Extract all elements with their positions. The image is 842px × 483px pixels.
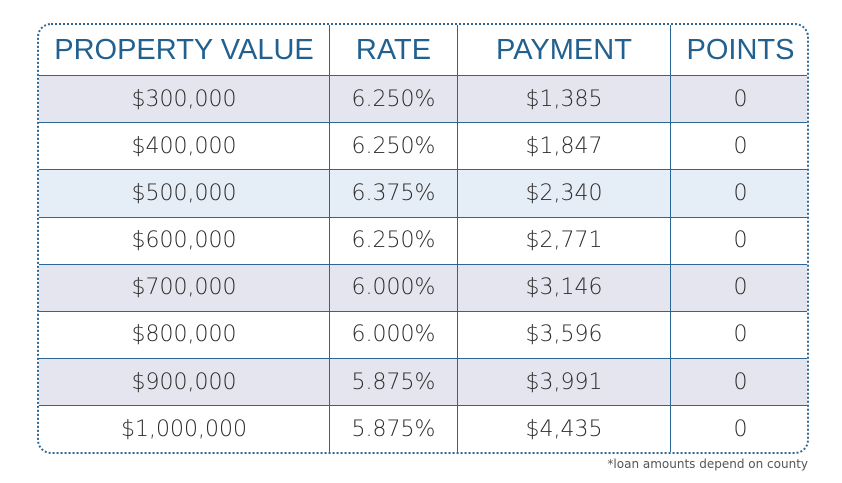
table-cell: $2,771 [457,216,671,265]
table-frame: PROPERTY VALUE RATE PAYMENT POINTS $300,000… [37,23,809,454]
table-cell: 6.375% [329,169,458,218]
table-cell: $700,000 [39,263,330,312]
table-cell: 0 [670,310,807,360]
table-cell: 6.000% [329,263,458,312]
table-cell: $300,000 [39,74,330,124]
table-row: $600,000 6.250% $2,771 0 [39,216,807,265]
table-cell: $2,340 [457,169,671,218]
table-row: $900,000 5.875% $3,991 0 [39,358,807,407]
header-row: PROPERTY VALUE RATE PAYMENT POINTS [39,25,807,76]
table-cell: 0 [670,216,807,265]
table-cell: $4,435 [457,405,671,452]
table-cell: $3,146 [457,263,671,312]
table-cell: $900,000 [39,358,330,407]
column-header: RATE [329,25,458,76]
table-cell: 0 [670,169,807,218]
table-cell: 0 [670,263,807,312]
table-cell: $800,000 [39,310,330,360]
table-row: $300,000 6.250% $1,385 0 [39,74,807,124]
rate-table: PROPERTY VALUE RATE PAYMENT POINTS $300,000… [39,25,807,452]
table-cell: $500,000 [39,169,330,218]
table-cell: $3,596 [457,310,671,360]
table-row: $1,000,000 5.875% $4,435 0 [39,405,807,452]
table-cell: $600,000 [39,216,330,265]
table-row: $800,000 6.000% $3,596 0 [39,310,807,360]
table-cell: 6.250% [329,74,458,124]
table-row: $700,000 6.000% $3,146 0 [39,263,807,312]
table-cell: 5.875% [329,358,458,407]
table-cell: 6.250% [329,122,458,171]
column-header: POINTS [670,25,807,76]
table-cell: 0 [670,405,807,452]
table-cell: 5.875% [329,405,458,452]
table-cell: 0 [670,358,807,407]
table-cell: $400,000 [39,122,330,171]
table-row: $400,000 6.250% $1,847 0 [39,122,807,171]
table-cell: 0 [670,74,807,124]
column-header: PROPERTY VALUE [39,25,330,76]
table-cell: $1,000,000 [39,405,330,452]
column-header: PAYMENT [457,25,671,76]
table-row: $500,000 6.375% $2,340 0 [39,169,807,218]
table-cell: $1,385 [457,74,671,124]
table-cell: $3,991 [457,358,671,407]
table-body: $300,000 6.250% $1,385 0 $400,000 6.250% $1,84… [39,74,807,452]
table-cell: $1,847 [457,122,671,171]
table-cell: 6.000% [329,310,458,360]
table-cell: 0 [670,122,807,171]
table-cell: 6.250% [329,216,458,265]
footnote: *loan amounts depend on county [607,457,808,471]
